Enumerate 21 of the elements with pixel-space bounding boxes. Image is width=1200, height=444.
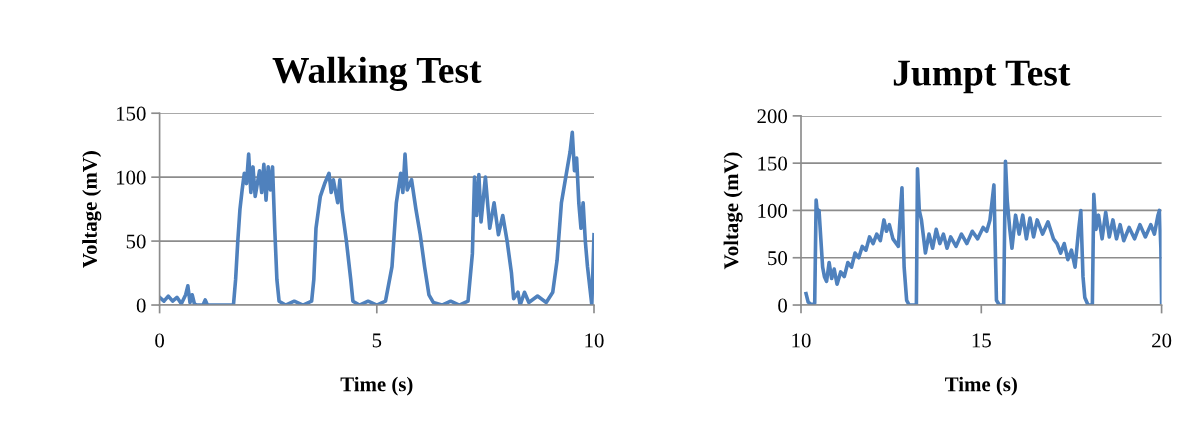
y-axis-title: Voltage (mV) — [723, 152, 743, 270]
y-tick-label: 0 — [136, 298, 146, 313]
y-tick-label: 200 — [757, 109, 788, 124]
x-tick-label: 5 — [372, 333, 382, 348]
y-axis-title: Voltage (mV) — [82, 151, 102, 268]
y-tick-label: 50 — [126, 234, 146, 249]
x-tick-label: 20 — [1152, 333, 1172, 348]
y-tick-label: 150 — [758, 156, 788, 171]
chart-title: Walking Test — [272, 56, 482, 91]
x-tick-label: 10 — [792, 333, 811, 348]
x-tick-label: 10 — [585, 333, 604, 348]
y-tick-label: 0 — [778, 298, 788, 313]
y-tick-label: 100 — [758, 203, 788, 218]
x-tick-label: 15 — [972, 333, 991, 348]
y-tick-label: 50 — [768, 251, 788, 266]
x-axis-title: Time (s) — [945, 376, 1017, 396]
y-tick-label: 100 — [116, 170, 146, 185]
y-tick-label: 150 — [116, 106, 146, 121]
chart-title: Jumpt Test — [893, 60, 1071, 94]
x-axis-title: Time (s) — [340, 376, 413, 396]
x-tick-label: 0 — [155, 333, 165, 348]
